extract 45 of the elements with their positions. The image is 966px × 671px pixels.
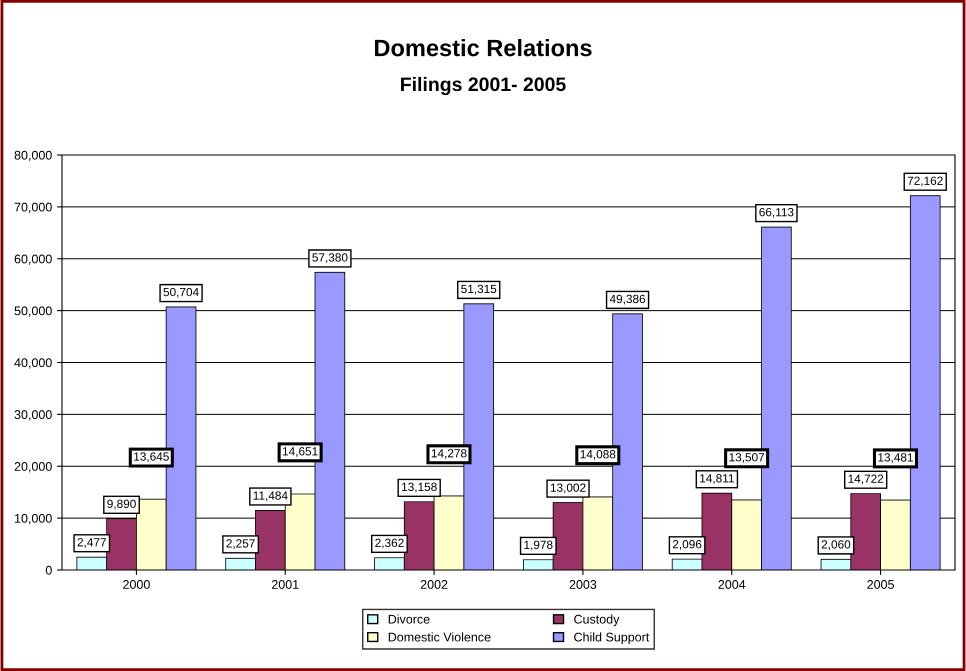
y-tick-label: 70,000 bbox=[14, 202, 52, 214]
y-tick-label: 80,000 bbox=[14, 150, 52, 162]
data-label: 2,477 bbox=[78, 538, 106, 548]
data-label: 51,315 bbox=[461, 284, 496, 294]
legend-label: Child Support bbox=[574, 632, 650, 644]
x-tick-label: 2000 bbox=[123, 580, 150, 589]
legend-label: Custody bbox=[574, 614, 620, 626]
y-tick-label: 20,000 bbox=[14, 462, 52, 472]
legend-label: Divorce bbox=[388, 614, 430, 624]
data-label: 1,978 bbox=[524, 540, 553, 550]
x-tick-label: 2004 bbox=[718, 580, 746, 589]
data-label: 14,722 bbox=[848, 474, 884, 484]
data-label: 14,088 bbox=[580, 450, 616, 460]
data-label: 13,645 bbox=[134, 452, 169, 462]
y-tick-label: 50,000 bbox=[14, 306, 52, 317]
data-label: 50,704 bbox=[163, 288, 199, 298]
y-tick-label: 30,000 bbox=[14, 410, 52, 421]
data-label: 2,096 bbox=[672, 540, 702, 550]
y-tick-label: 10,000 bbox=[15, 514, 52, 524]
data-label: 49,386 bbox=[610, 294, 646, 304]
y-tick-label: 0 bbox=[46, 566, 52, 575]
data-label: 2,362 bbox=[375, 538, 404, 548]
data-label: 2,257 bbox=[226, 539, 255, 549]
chart-title: Domestic Relations bbox=[375, 38, 592, 56]
x-tick-label: 2001 bbox=[272, 580, 299, 589]
data-label: 14,811 bbox=[700, 474, 734, 484]
data-label: 13,158 bbox=[402, 482, 437, 492]
x-tick-label: 2005 bbox=[867, 580, 894, 589]
data-label: 13,002 bbox=[550, 483, 586, 494]
y-tick-label: 60,000 bbox=[14, 254, 52, 265]
data-label: 11,484 bbox=[254, 491, 288, 502]
x-tick-label: 2003 bbox=[570, 580, 596, 589]
data-label: 13,507 bbox=[729, 453, 764, 463]
legend-label: Domestic Violence bbox=[388, 632, 490, 642]
data-label: 14,278 bbox=[432, 449, 467, 459]
data-label: 13,481 bbox=[878, 453, 913, 463]
data-label: 57,380 bbox=[312, 253, 348, 264]
data-label: 9,890 bbox=[107, 500, 136, 510]
data-label: 72,162 bbox=[908, 176, 943, 186]
data-label: 14,651 bbox=[282, 447, 318, 457]
y-tick-label: 40,000 bbox=[14, 358, 52, 369]
data-label: 2,060 bbox=[822, 540, 850, 550]
data-label: 66,113 bbox=[759, 208, 794, 218]
x-tick-label: 2002 bbox=[420, 580, 448, 589]
chart-subtitle: Filings 2001- 2005 bbox=[401, 76, 566, 96]
